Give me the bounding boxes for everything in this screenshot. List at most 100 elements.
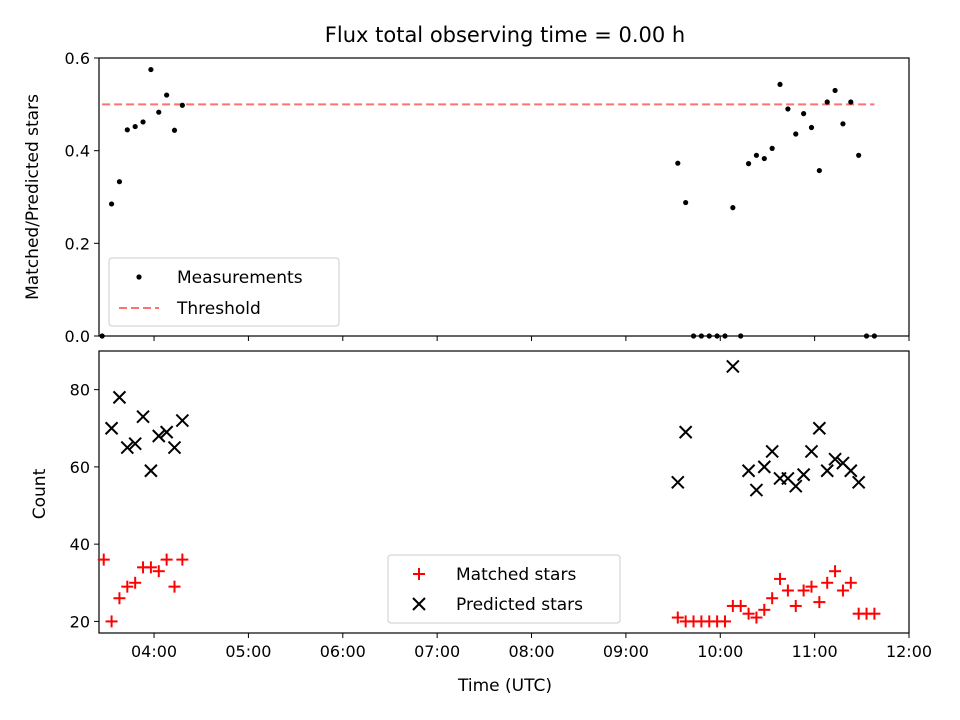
matched-star-point xyxy=(97,553,110,566)
predicted-star-point xyxy=(851,475,866,490)
ratio-y-tick-label: 0.0 xyxy=(65,327,90,346)
predicted-star-point xyxy=(678,425,693,439)
predicted-star-point xyxy=(128,437,142,451)
measurement-point xyxy=(753,152,760,158)
matched-star-point xyxy=(758,603,771,616)
matched-stars-points xyxy=(97,553,881,628)
legend-measurements-label: Measurements xyxy=(177,268,303,288)
count-y-tick-label: 80 xyxy=(70,381,90,400)
measurement-point xyxy=(863,333,870,339)
predicted-star-point xyxy=(804,444,819,459)
measurement-point xyxy=(140,119,146,125)
predicted-star-point xyxy=(757,460,772,474)
predicted-star-point xyxy=(159,425,174,439)
count-legend: Matched stars Predicted stars xyxy=(387,554,621,624)
measurement-point xyxy=(777,81,783,88)
count-panel-frame xyxy=(98,350,910,634)
measurement-point xyxy=(848,99,854,105)
measurement-point xyxy=(706,333,712,339)
matched-star-point xyxy=(121,580,134,593)
matched-star-point xyxy=(797,584,810,597)
count-x-tick-label: 09:00 xyxy=(603,642,649,661)
matched-star-point xyxy=(844,576,857,589)
measurement-point xyxy=(116,179,123,185)
predicted-star-point xyxy=(765,444,779,459)
ratio-y-tick-label: 0.6 xyxy=(65,49,90,68)
predicted-star-point xyxy=(167,440,182,455)
predicted-star-point xyxy=(152,429,166,443)
ratio-y-ticks: 0.0 0.2 0.4 0.6 xyxy=(65,49,99,346)
matched-star-point xyxy=(789,599,802,612)
measurement-point xyxy=(769,145,775,151)
matched-star-point xyxy=(805,580,818,593)
measurement-point xyxy=(132,123,138,130)
measurement-point xyxy=(99,333,105,339)
count-legend-box xyxy=(387,554,621,624)
measurement-point xyxy=(690,333,697,339)
measurement-point xyxy=(824,99,830,105)
matched-star-point xyxy=(868,607,881,620)
matched-star-point xyxy=(829,565,842,578)
matched-star-point xyxy=(821,576,834,589)
measurement-point xyxy=(722,333,728,339)
predicted-stars-points xyxy=(104,359,866,497)
measurement-point xyxy=(156,109,162,115)
measurement-point xyxy=(171,127,178,133)
legend-measurements-marker xyxy=(136,274,142,280)
count-x-tick-label: 04:00 xyxy=(131,642,177,661)
measurement-point xyxy=(714,333,720,339)
matched-star-point xyxy=(113,592,126,605)
ratio-legend-box xyxy=(108,257,340,327)
legend-predicted-marker xyxy=(412,597,426,611)
measurement-point xyxy=(856,152,862,158)
predicted-star-point xyxy=(104,421,119,435)
matched-star-point xyxy=(750,611,763,624)
predicted-star-point xyxy=(671,475,685,490)
predicted-star-point xyxy=(175,413,190,428)
count-x-tick-label: 08:00 xyxy=(508,642,554,661)
count-x-tick-label: 05:00 xyxy=(225,642,271,661)
matched-star-point xyxy=(766,592,779,605)
ratio-y-axis-label: Matched/Predicted stars xyxy=(23,94,43,300)
matched-star-point xyxy=(152,565,165,578)
predicted-star-point xyxy=(844,464,858,478)
predicted-star-point xyxy=(796,467,811,482)
measurement-point xyxy=(816,167,822,174)
count-y-tick-label: 40 xyxy=(70,535,90,554)
count-y-tick-label: 20 xyxy=(70,612,90,631)
matched-star-point xyxy=(734,599,747,612)
measurement-point xyxy=(675,160,681,166)
ratio-x-ticks xyxy=(153,336,910,341)
count-y-tick-label: 60 xyxy=(70,458,90,477)
matched-star-point xyxy=(168,580,181,593)
measurement-point xyxy=(738,333,744,339)
ratio-y-tick-label: 0.4 xyxy=(65,142,90,161)
measurement-point xyxy=(108,201,115,207)
measurement-point xyxy=(832,87,838,94)
count-y-axis-label: Count xyxy=(30,468,50,519)
count-x-ticks: 04:00 05:00 06:00 07:00 08:00 09:00 10:00 11:00… xyxy=(131,633,932,661)
chart-title: Flux total observing time = 0.00 h xyxy=(325,23,685,47)
measurement-point xyxy=(785,106,791,112)
predicted-star-point xyxy=(120,440,135,455)
ratio-legend: Measurements Threshold xyxy=(108,257,340,327)
matched-star-point xyxy=(781,584,794,597)
matched-star-point xyxy=(742,607,755,620)
count-x-tick-label: 12:00 xyxy=(886,642,932,661)
count-panel: Count Time (UTC) 20 40 60 80 04:00 05:00 06:0… xyxy=(30,350,932,696)
ratio-y-tick-label: 0.2 xyxy=(65,234,90,253)
measurement-point xyxy=(148,66,154,73)
predicted-star-point xyxy=(828,452,842,466)
legend-predicted-label: Predicted stars xyxy=(456,595,583,615)
count-x-tick-label: 10:00 xyxy=(697,642,743,661)
matched-star-point xyxy=(176,553,189,566)
measurement-point xyxy=(179,102,185,108)
measurement-point xyxy=(808,124,815,131)
count-x-tick-label: 06:00 xyxy=(320,642,366,661)
count-x-tick-label: 07:00 xyxy=(414,642,460,661)
measurement-point xyxy=(683,199,689,206)
ratio-panel-frame xyxy=(98,57,910,337)
matched-star-point xyxy=(836,584,849,597)
measurement-point xyxy=(761,155,767,162)
predicted-star-point xyxy=(789,479,803,493)
